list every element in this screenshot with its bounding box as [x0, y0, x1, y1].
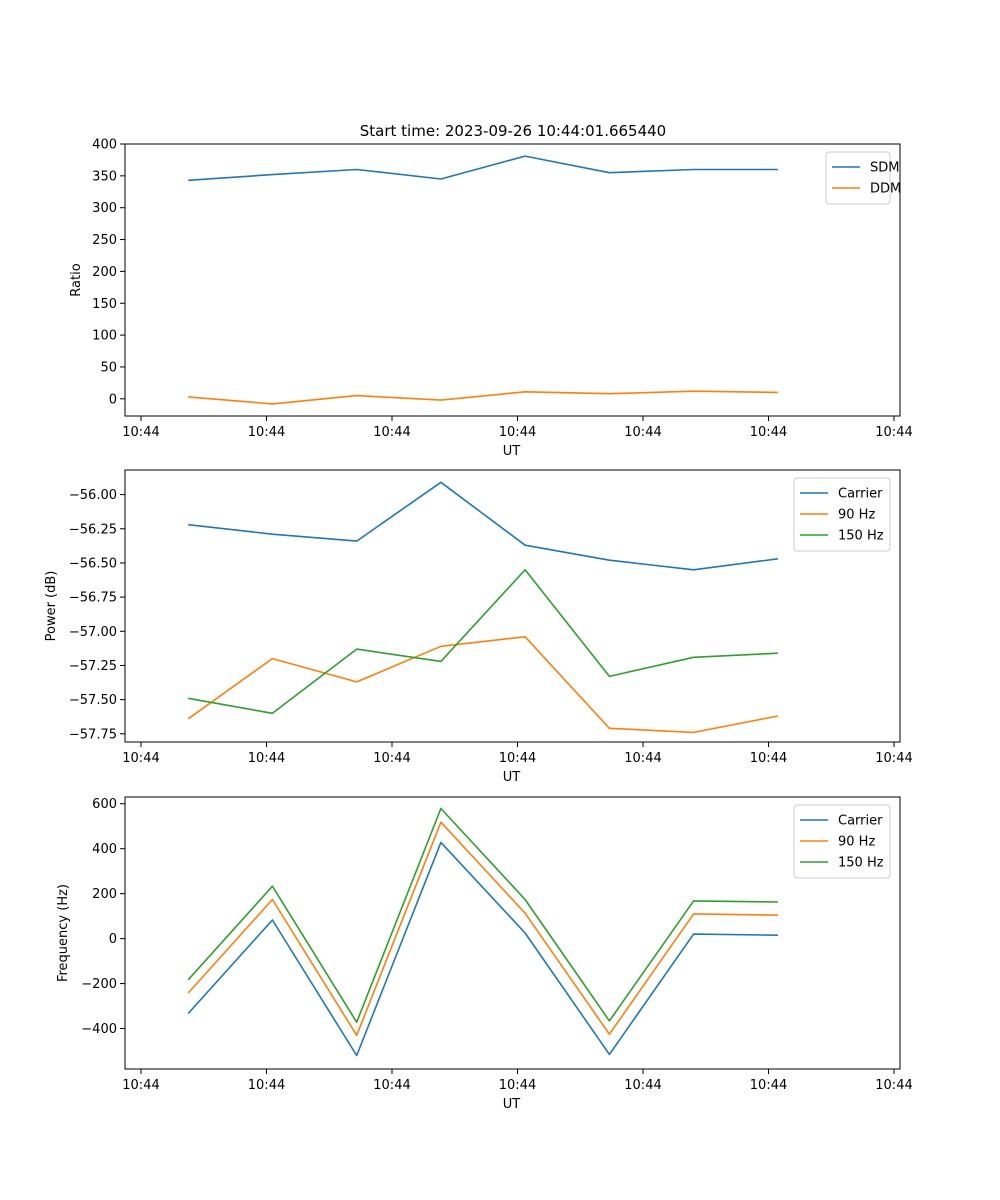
frequency-x-tick-label: 10:44 [122, 1078, 159, 1093]
ratio-legend: SDM DDM [825, 151, 901, 205]
figure-title: Start time: 2023-09-26 10:44:01.665440 [360, 122, 666, 140]
ratio-x-tick-label: 10:44 [499, 425, 536, 440]
frequency-legend-label: 90 Hz [838, 835, 875, 850]
power-y-tick-label: −57.25 [69, 659, 117, 674]
power-y-tick-label: −57.00 [69, 625, 117, 640]
power-y-tick-label: −56.00 [69, 488, 117, 503]
frequency-axes-frame [124, 796, 901, 1070]
power-legend-label: Carrier [838, 487, 883, 502]
power-x-tick-label: 10:44 [624, 751, 661, 766]
ratio-y-tick-label: 150 [92, 297, 117, 312]
power-y-axis-label: Power (dB) [44, 571, 59, 642]
power-legend-label: 90 Hz [838, 508, 875, 523]
ratio-series-sdm [188, 155, 778, 182]
ratio-y-axis-label: Ratio [69, 263, 84, 296]
power-y-tick-label: −56.25 [69, 522, 117, 537]
frequency-panel: 10:4410:4410:4410:4410:4410:4410:4410:45… [56, 796, 913, 1112]
frequency-legend-label: Carrier [838, 814, 883, 829]
ratio-x-tick-label: 10:44 [122, 425, 159, 440]
power-legend: Carrier 90 Hz 150 Hz [793, 477, 891, 552]
ratio-axes-frame [124, 143, 901, 417]
ratio-legend-box [825, 151, 891, 205]
frequency-series-carrier [187, 841, 778, 1057]
frequency-legend-label: 150 Hz [838, 856, 884, 871]
frequency-x-tick-label: 10:44 [248, 1078, 285, 1093]
power-x-tick-label: 10:44 [122, 751, 159, 766]
frequency-x-tick-label: 10:44 [499, 1078, 536, 1093]
ratio-y-tick-label: 400 [92, 138, 117, 153]
ratio-legend-label: DDM [870, 182, 901, 197]
power-x-tick-label: 10:44 [373, 751, 410, 766]
frequency-x-tick-label: 10:44 [373, 1078, 410, 1093]
frequency-y-axis-label: Frequency (Hz) [56, 884, 71, 982]
frequency-x-axis-label: UT [503, 1097, 521, 1112]
power-axes-frame [124, 469, 901, 743]
frequency-legend: Carrier 90 Hz 150 Hz [793, 804, 891, 879]
ratio-y-tick-label: 250 [92, 233, 117, 248]
ratio-legend-label: SDM [870, 161, 899, 176]
frequency-y-tick-label: −400 [81, 1022, 117, 1037]
frequency-y-tick-label: 400 [92, 842, 117, 857]
ratio-y-tick-label: 0 [109, 392, 117, 407]
frequency-series-90-hz [187, 821, 778, 1037]
ratio-panel: 10:4410:4410:4410:4410:4410:4410:4410:45… [69, 138, 913, 460]
power-series-150-hz [188, 568, 778, 715]
ratio-x-tick-label: 10:44 [875, 425, 912, 440]
ratio-y-tick-label: 50 [100, 360, 117, 375]
power-legend-box [793, 477, 891, 552]
power-series-90-hz [187, 635, 779, 734]
power-x-tick-label: 10:44 [875, 751, 912, 766]
ratio-y-tick-label: 300 [92, 201, 117, 216]
power-x-tick-label: 10:44 [750, 751, 787, 766]
frequency-y-tick-label: −200 [81, 977, 117, 992]
power-series-carrier [188, 481, 779, 571]
power-y-tick-label: −57.75 [69, 727, 117, 742]
ratio-x-axis-label: UT [503, 444, 521, 459]
frequency-y-tick-label: 200 [92, 887, 117, 902]
ratio-y-tick-label: 350 [92, 169, 117, 184]
power-x-tick-label: 10:44 [248, 751, 285, 766]
frequency-series-150-hz [187, 807, 778, 1024]
power-x-axis-label: UT [503, 770, 521, 785]
ratio-x-tick-label: 10:44 [248, 425, 285, 440]
power-panel: 10:4410:4410:4410:4410:4410:4410:4410:45… [44, 469, 913, 785]
ratio-y-tick-label: 100 [92, 329, 117, 344]
power-y-tick-label: −57.50 [69, 693, 117, 708]
ratio-x-tick-label: 10:44 [750, 425, 787, 440]
frequency-y-tick-label: 600 [92, 797, 117, 812]
frequency-legend-box [793, 804, 891, 879]
ratio-x-tick-label: 10:44 [373, 425, 410, 440]
ratio-y-tick-label: 200 [92, 265, 117, 280]
power-legend-label: 150 Hz [838, 529, 884, 544]
power-x-tick-label: 10:44 [499, 751, 536, 766]
ratio-x-tick-label: 10:44 [624, 425, 661, 440]
ratio-series-ddm [188, 390, 778, 405]
frequency-x-tick-label: 10:44 [750, 1078, 787, 1093]
power-y-tick-label: −56.75 [69, 591, 117, 606]
frequency-x-tick-label: 10:44 [624, 1078, 661, 1093]
power-y-tick-label: −56.50 [69, 556, 117, 571]
frequency-y-tick-label: 0 [109, 932, 117, 947]
frequency-x-tick-label: 10:44 [875, 1078, 912, 1093]
